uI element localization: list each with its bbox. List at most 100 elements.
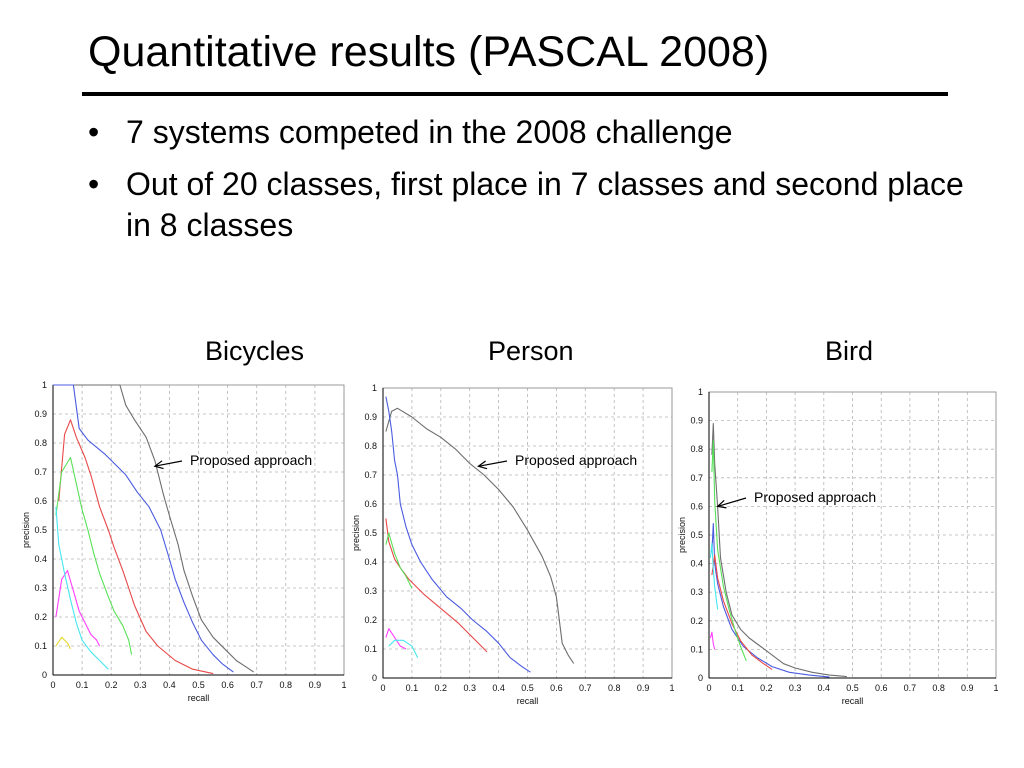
x-tick-label: 0.1 (731, 683, 744, 693)
y-tick-label: 0.2 (34, 612, 47, 622)
y-tick-label: 0.5 (364, 528, 377, 538)
y-tick-label: 0 (42, 670, 47, 680)
y-tick-label: 0.1 (364, 644, 377, 654)
y-axis-label: precision (21, 512, 31, 548)
y-tick-label: 0.1 (34, 641, 47, 651)
annotation-arrow (478, 460, 508, 467)
y-tick-label: 0.4 (364, 557, 377, 567)
x-axis-label: recall (517, 696, 539, 706)
y-axis-label: precision (677, 517, 687, 553)
pr-curve (385, 628, 407, 650)
pr-curve (58, 419, 214, 675)
pr-curve (55, 570, 101, 647)
pr-curve (53, 384, 255, 673)
annotation-arrow (717, 497, 747, 507)
y-tick-label: 1 (42, 380, 47, 390)
y-tick-label: 0.2 (364, 615, 377, 625)
x-tick-label: 1 (993, 683, 998, 693)
pr-curve (709, 631, 716, 650)
x-tick-label: 0 (380, 683, 385, 693)
chart-title-person: Person (488, 336, 574, 366)
pr-curve (385, 396, 531, 673)
x-tick-label: 0.1 (406, 683, 419, 693)
y-tick-label: 0.6 (690, 501, 703, 511)
pr-chart-person: 00 0.1 0.1 0.2 0.2 0.3 0.3 0.4 0.4 0.5 0.5 0.6 0.6 0.… (351, 383, 675, 706)
y-tick-label: 0.7 (364, 470, 377, 480)
pr-curve (55, 456, 133, 655)
x-tick-label: 1 (341, 680, 346, 690)
x-tick-label: 0.4 (492, 683, 505, 693)
y-axis-label: precision (351, 515, 361, 551)
y-tick-label: 0.9 (690, 416, 703, 426)
x-tick-label: 0.3 (789, 683, 802, 693)
y-tick-label: 0.8 (690, 444, 703, 454)
pr-chart-bird: 00 0.1 0.1 0.2 0.2 0.3 0.3 0.4 0.4 0.5 0.5 0.6 0.6 0.… (677, 387, 999, 706)
x-tick-label: 0.2 (435, 683, 448, 693)
x-tick-label: 0.3 (134, 680, 147, 690)
x-tick-label: 0.5 (521, 683, 534, 693)
x-tick-label: 0.4 (163, 680, 176, 690)
annotation-arrow (154, 460, 183, 467)
y-tick-label: 0.3 (364, 586, 377, 596)
pr-curve (55, 506, 109, 670)
y-tick-label: 0.5 (34, 525, 47, 535)
annotation-label: Proposed approach (515, 452, 637, 468)
x-tick-label: 0.2 (105, 680, 118, 690)
pr-curve (711, 440, 747, 662)
annotation-arrowhead (153, 460, 164, 470)
y-tick-label: 0.7 (34, 467, 47, 477)
bullet-list: 7 systems competed in the 2008 challenge… (88, 112, 968, 257)
y-tick-label: 0.7 (690, 473, 703, 483)
y-tick-label: 0.4 (690, 559, 703, 569)
x-tick-label: 0.6 (875, 683, 888, 693)
x-axis-label: recall (188, 693, 210, 703)
x-tick-label: 0.1 (76, 680, 89, 690)
bullet-item: 7 systems competed in the 2008 challenge (88, 112, 968, 154)
x-tick-label: 0.6 (550, 683, 563, 693)
pr-curve (709, 543, 719, 610)
annotation-arrowhead (716, 499, 727, 509)
y-tick-label: 0 (698, 673, 703, 683)
annotation-arrowhead (477, 460, 488, 470)
pr-curve (385, 407, 575, 664)
x-tick-label: 0.7 (579, 683, 592, 693)
x-tick-label: 0.8 (932, 683, 945, 693)
x-tick-label: 0.5 (192, 680, 205, 690)
y-tick-label: 0.4 (34, 554, 47, 564)
y-tick-label: 0.1 (690, 644, 703, 654)
y-tick-label: 0.9 (34, 409, 47, 419)
x-tick-label: 0.3 (463, 683, 476, 693)
x-tick-label: 0.4 (818, 683, 831, 693)
x-tick-label: 0.7 (904, 683, 917, 693)
y-tick-label: 0 (372, 673, 377, 683)
y-tick-label: 0.6 (34, 496, 47, 506)
pr-curve (388, 639, 419, 658)
x-tick-label: 0.9 (961, 683, 974, 693)
pr-chart-bicycles: 00 0.1 0.1 0.2 0.2 0.3 0.3 0.4 0.4 0.5 0.5 0.6 0.6 0.… (21, 380, 347, 703)
slide-title: Quantitative results (PASCAL 2008) (88, 28, 770, 76)
y-tick-label: 0.3 (34, 583, 47, 593)
y-tick-label: 0.2 (690, 616, 703, 626)
y-tick-label: 0.6 (364, 499, 377, 509)
title-underline (82, 92, 948, 96)
y-tick-label: 1 (698, 387, 703, 397)
x-tick-label: 0.6 (221, 680, 234, 690)
y-tick-label: 0.8 (364, 441, 377, 451)
x-tick-label: 0.7 (250, 680, 263, 690)
x-tick-label: 0 (50, 680, 55, 690)
x-tick-label: 1 (669, 683, 674, 693)
x-tick-label: 0.9 (309, 680, 322, 690)
y-tick-label: 0.9 (364, 412, 377, 422)
pr-curve (711, 554, 773, 670)
y-tick-label: 1 (372, 383, 377, 393)
pr-curve (385, 532, 413, 589)
x-tick-label: 0.8 (280, 680, 293, 690)
pr-curve (385, 518, 488, 653)
annotation-label: Proposed approach (754, 489, 876, 505)
annotation-label: Proposed approach (190, 452, 312, 468)
bullet-item: Out of 20 classes, first place in 7 clas… (88, 164, 968, 247)
x-tick-label: 0 (706, 683, 711, 693)
y-tick-label: 0.8 (34, 438, 47, 448)
chart-title-bicycles: Bicycles (205, 336, 305, 366)
y-tick-label: 0.5 (690, 530, 703, 540)
